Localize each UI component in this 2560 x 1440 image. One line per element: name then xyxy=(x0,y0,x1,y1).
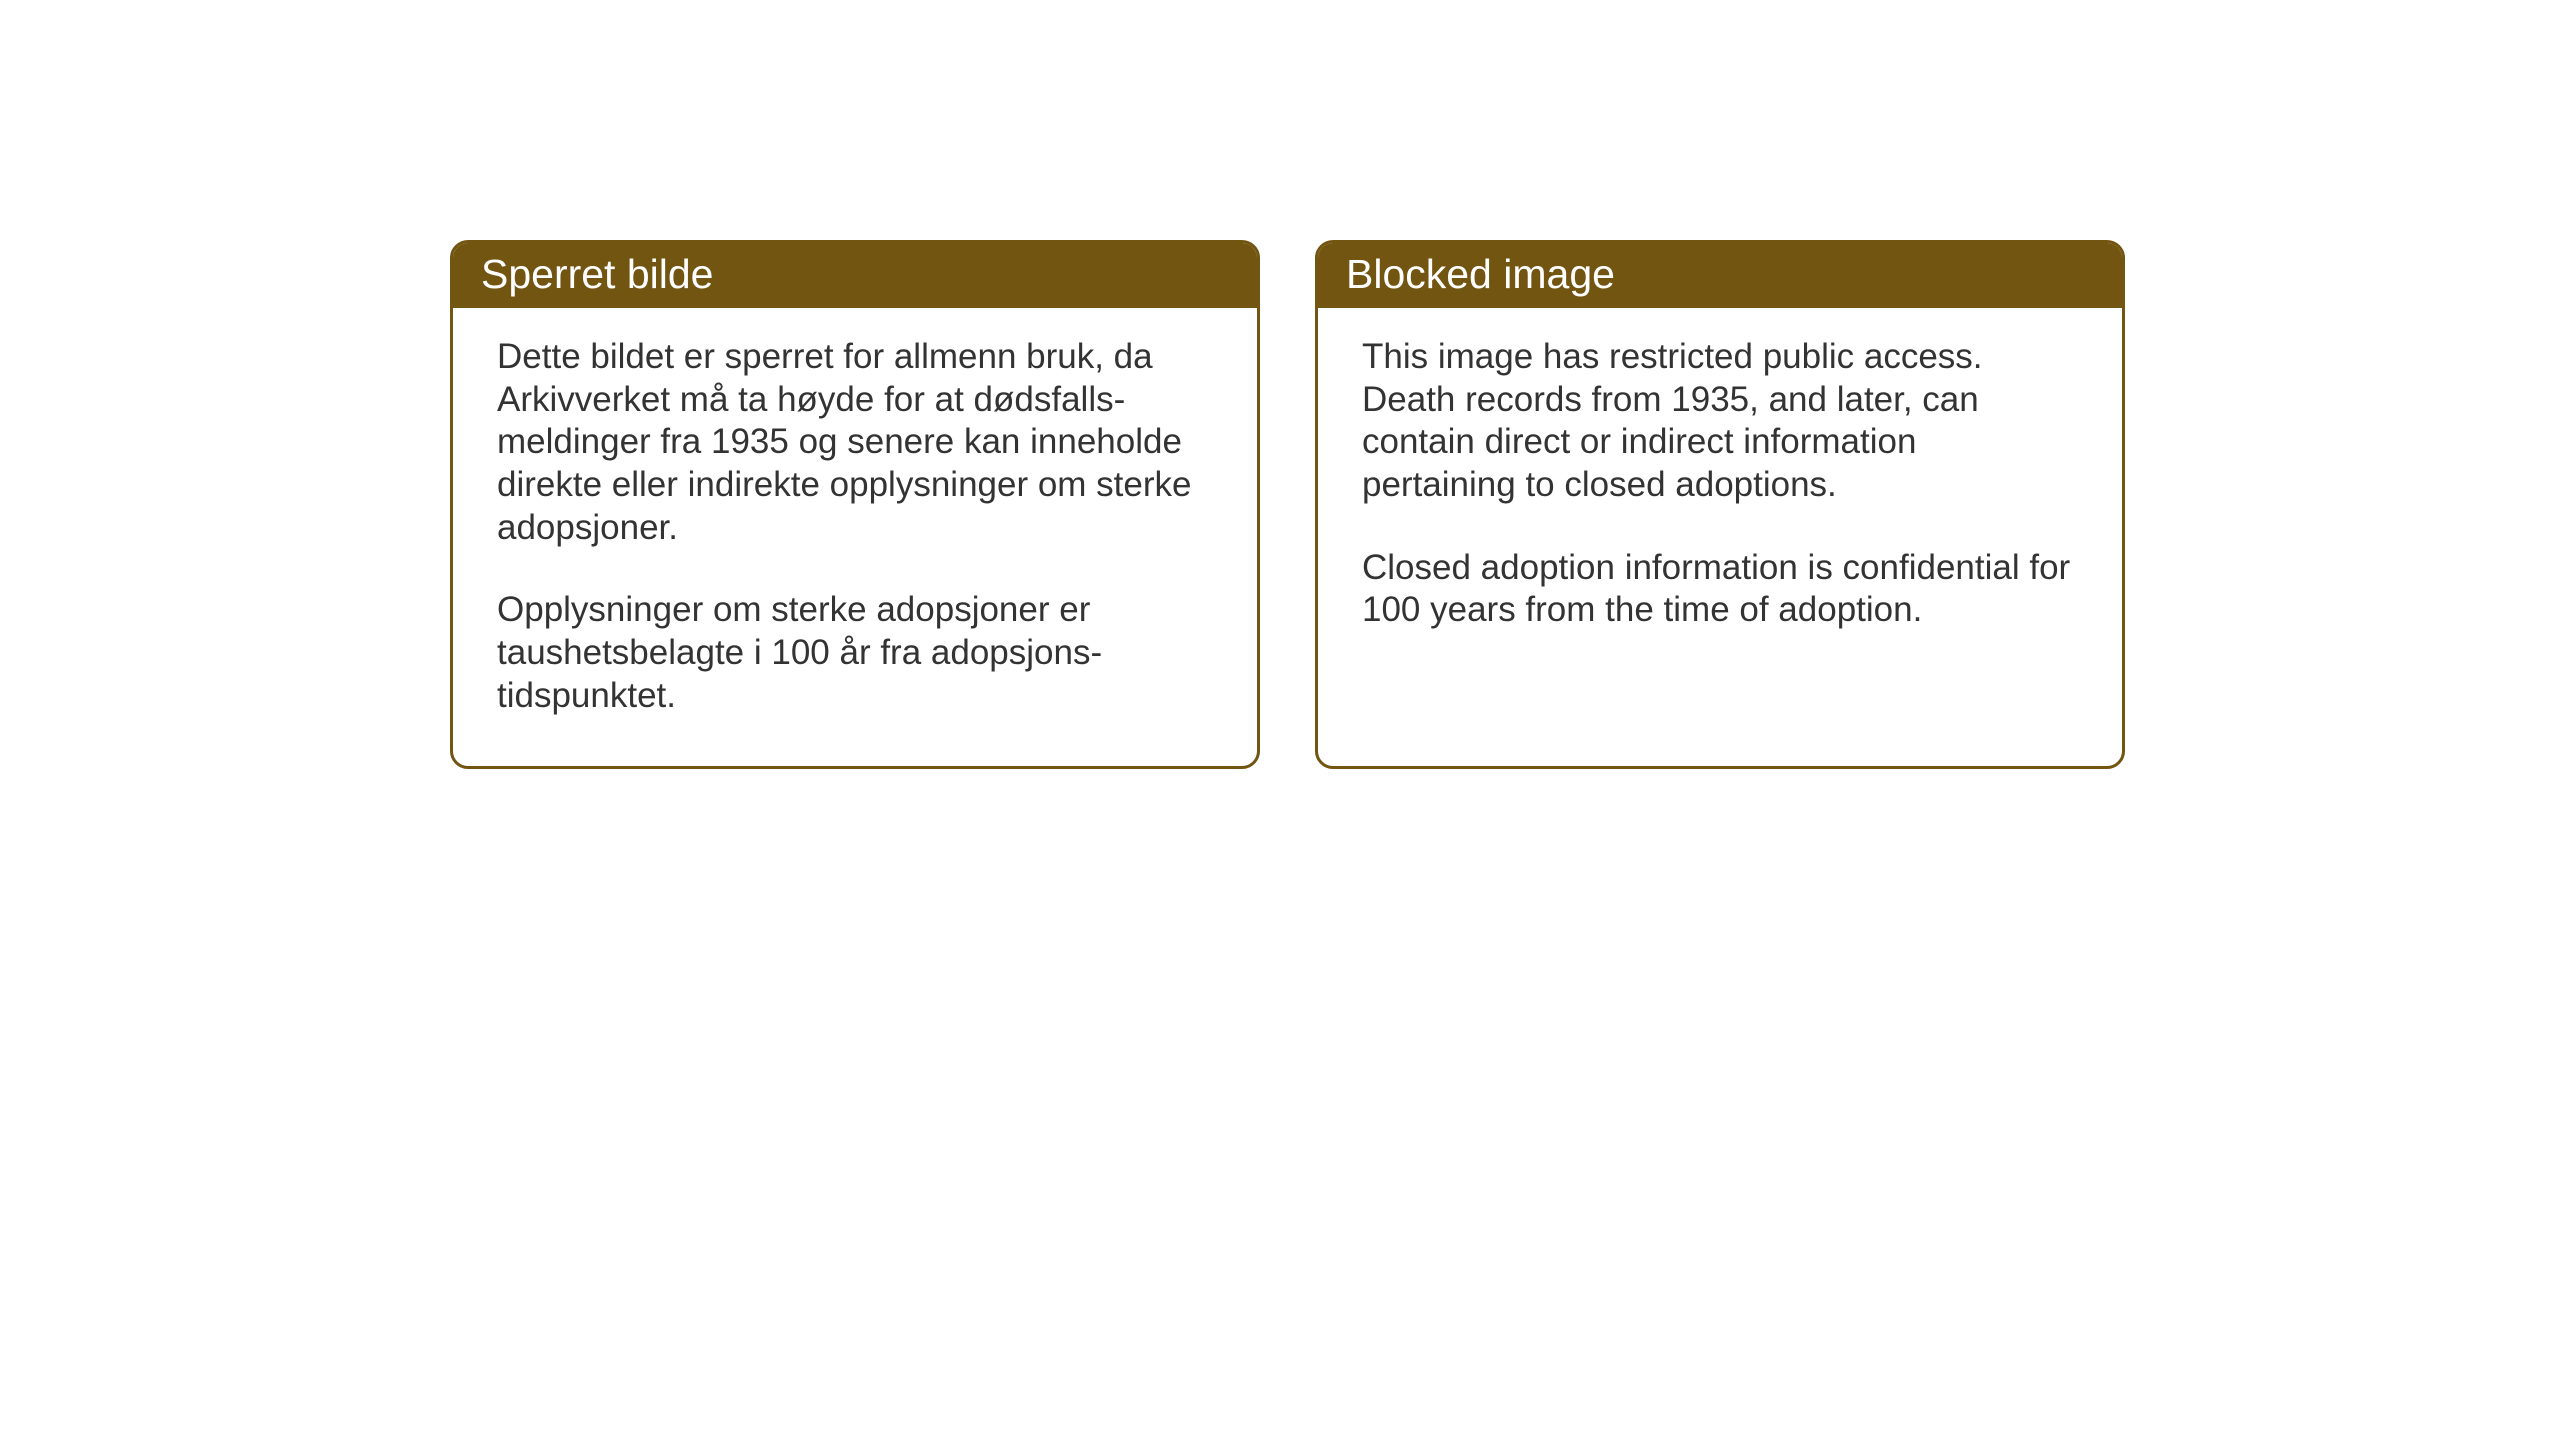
cards-container: Sperret bilde Dette bildet er sperret fo… xyxy=(450,240,2125,769)
norwegian-paragraph-2: Opplysninger om sterke adopsjoner er tau… xyxy=(497,589,1213,717)
norwegian-card-body: Dette bildet er sperret for allmenn bruk… xyxy=(453,308,1257,766)
norwegian-card-title: Sperret bilde xyxy=(453,243,1257,308)
english-card-title: Blocked image xyxy=(1318,243,2122,308)
english-paragraph-1: This image has restricted public access.… xyxy=(1362,336,2078,507)
english-paragraph-2: Closed adoption information is confident… xyxy=(1362,547,2078,632)
english-card-body: This image has restricted public access.… xyxy=(1318,308,2122,680)
norwegian-card: Sperret bilde Dette bildet er sperret fo… xyxy=(450,240,1260,769)
english-card: Blocked image This image has restricted … xyxy=(1315,240,2125,769)
norwegian-paragraph-1: Dette bildet er sperret for allmenn bruk… xyxy=(497,336,1213,549)
